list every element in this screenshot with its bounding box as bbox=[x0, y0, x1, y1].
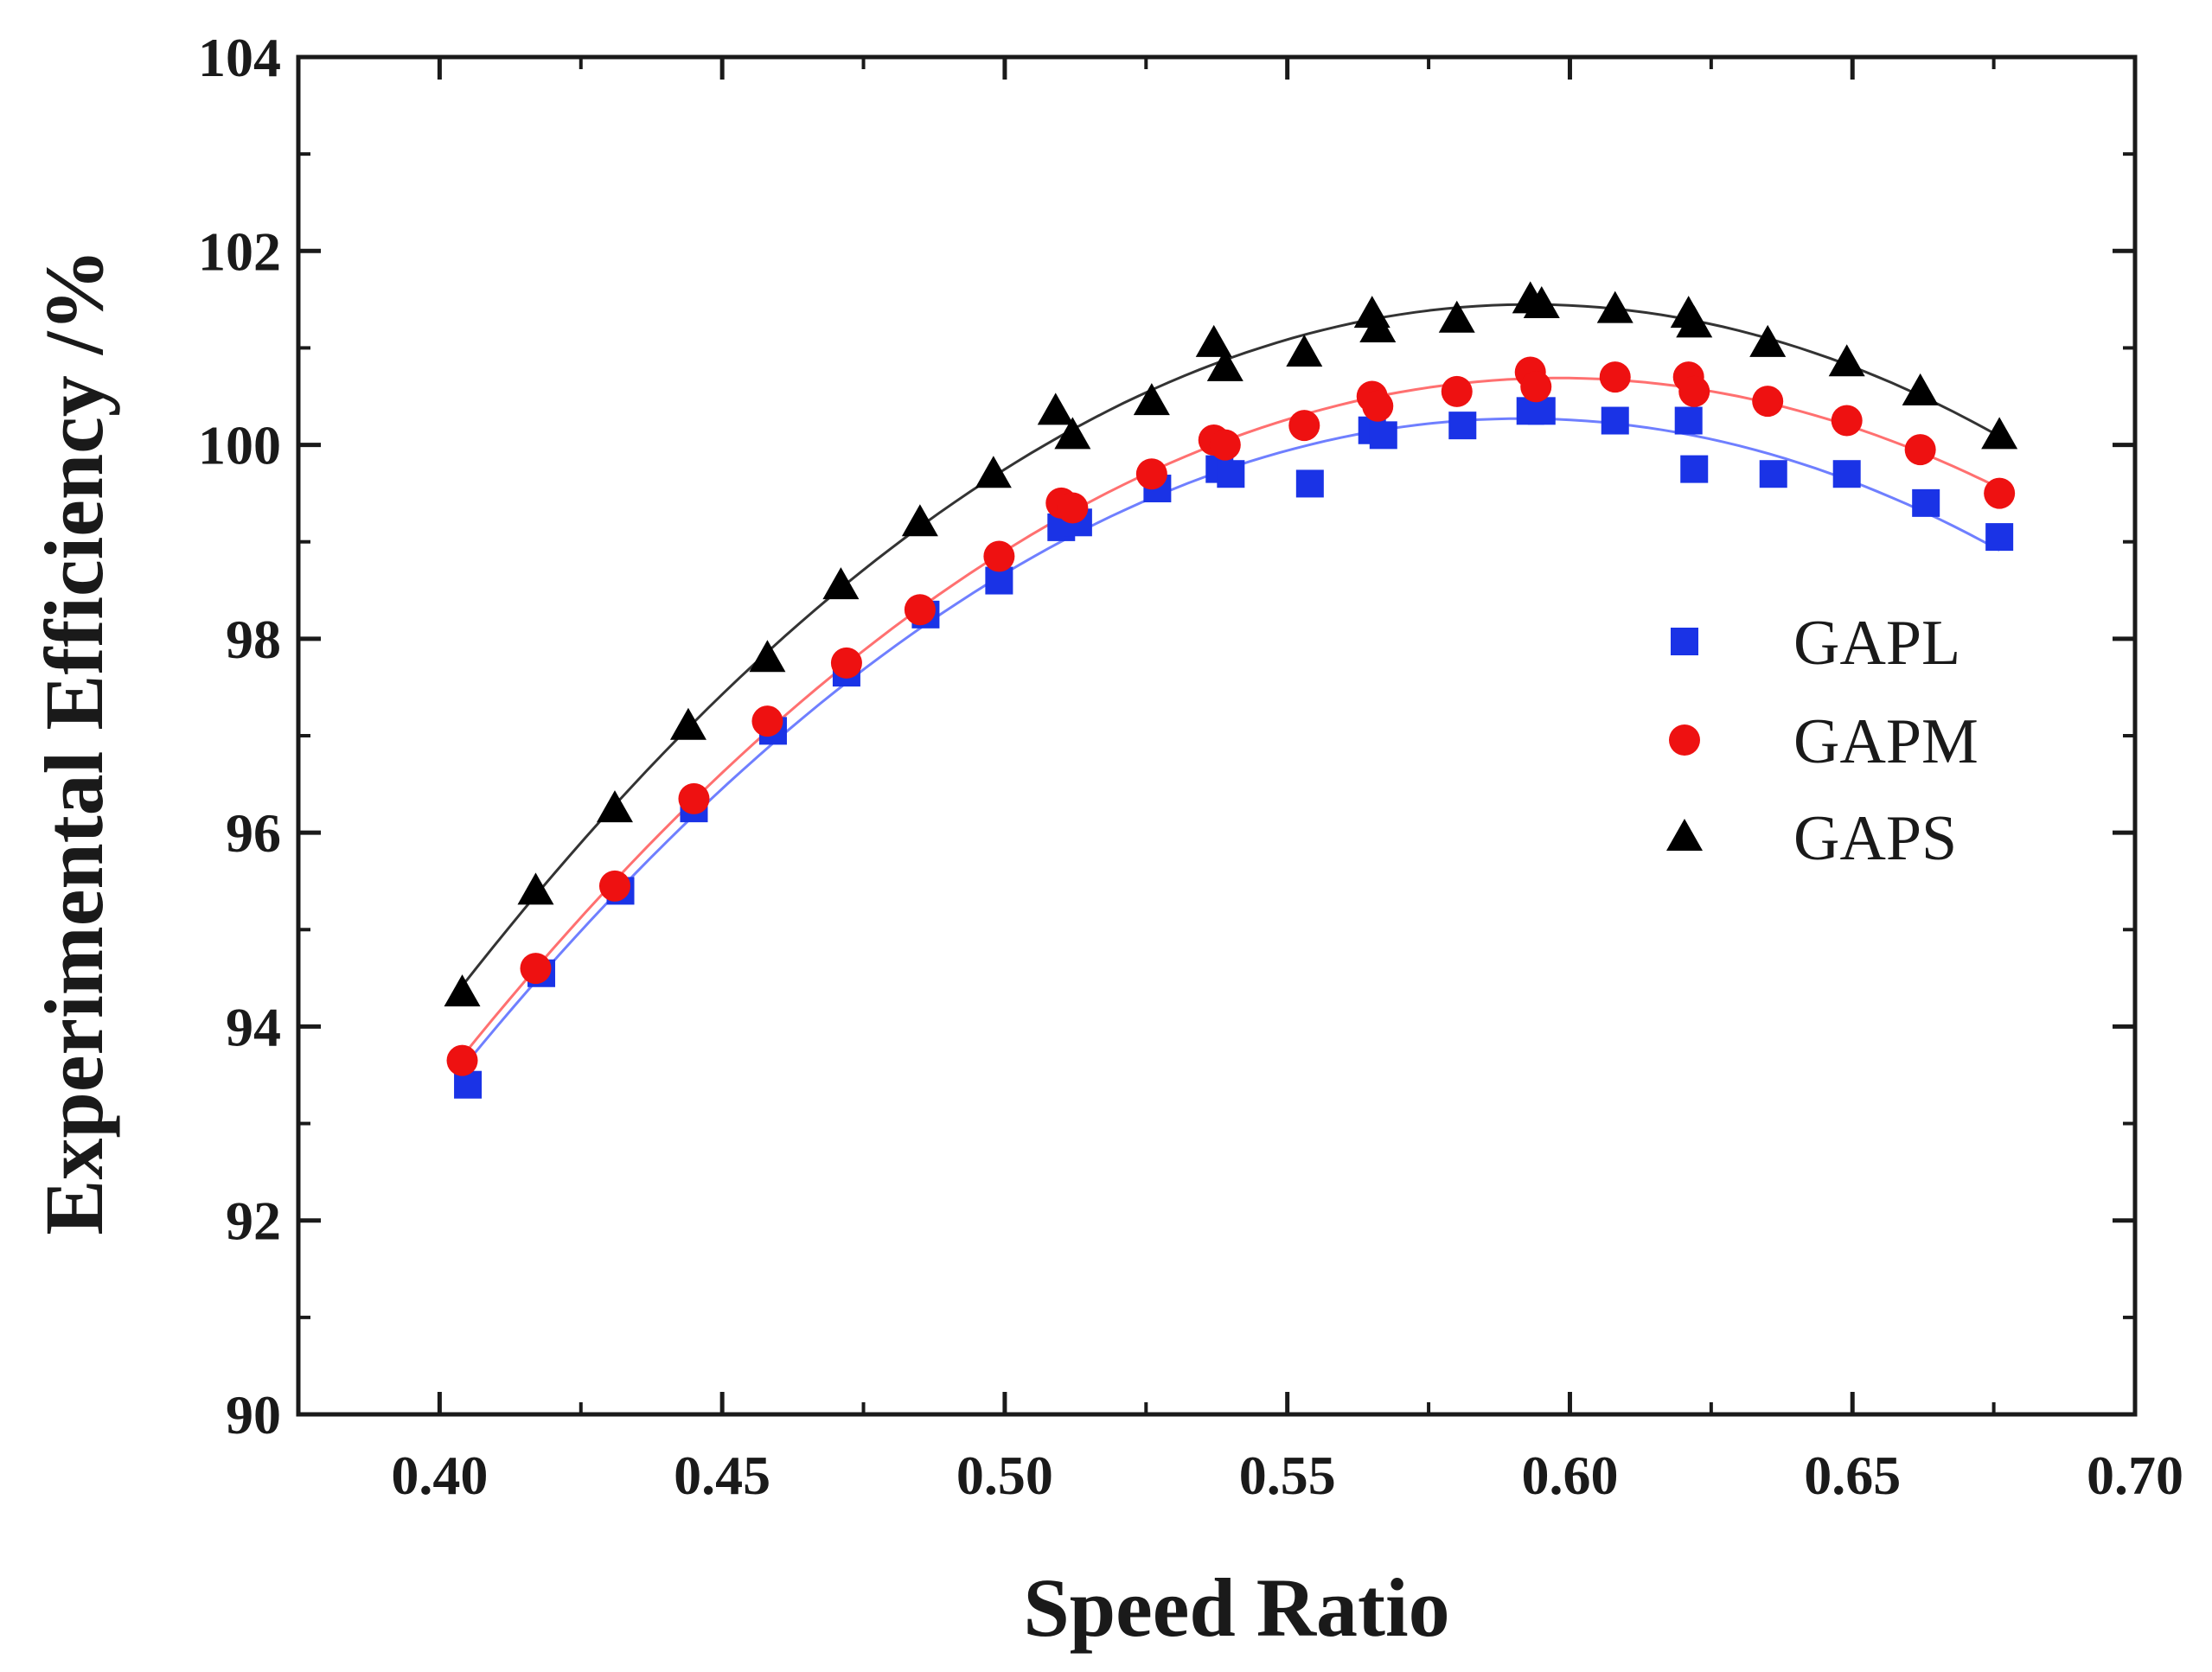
data-point-gaps bbox=[975, 456, 1012, 488]
data-point-gaps bbox=[1676, 305, 1713, 338]
data-point-gaps bbox=[822, 567, 860, 600]
data-point-gapm bbox=[1904, 434, 1936, 466]
data-point-gapl bbox=[1448, 412, 1477, 440]
y-tick-label: 96 bbox=[226, 802, 281, 864]
y-tick-label: 94 bbox=[226, 996, 281, 1057]
data-point-gaps bbox=[1054, 417, 1091, 450]
data-point-gapm bbox=[520, 953, 552, 985]
data-point-gapm bbox=[830, 647, 862, 679]
fit-lines bbox=[461, 303, 2000, 1063]
x-tick-label: 0.60 bbox=[1521, 1445, 1618, 1506]
data-point-gaps bbox=[1902, 373, 1939, 405]
data-point-gapm bbox=[1678, 375, 1710, 407]
legend-label-gaps: GAPS bbox=[1793, 803, 1957, 874]
data-point-gapm bbox=[1209, 429, 1241, 461]
data-point-gapl bbox=[1295, 469, 1324, 498]
y-tick-label: 102 bbox=[198, 220, 281, 282]
legend-label-gapl: GAPL bbox=[1793, 608, 1960, 679]
data-point-gaps bbox=[1749, 324, 1787, 357]
data-point-gapm bbox=[1057, 492, 1089, 524]
data-point-gapm bbox=[1599, 361, 1631, 393]
data-point-gapm bbox=[751, 705, 783, 737]
legend: GAPL GAPM GAPS bbox=[1666, 608, 1979, 874]
data-point-gapm bbox=[446, 1044, 478, 1076]
y-tick-label: 90 bbox=[226, 1384, 281, 1445]
data-point-gapl bbox=[1680, 455, 1709, 483]
data-point-gapm bbox=[983, 540, 1015, 572]
fit-line-gaps bbox=[461, 303, 2000, 987]
legend-marker-gapm bbox=[1669, 724, 1700, 756]
x-tick-label: 0.70 bbox=[2087, 1445, 2183, 1506]
x-tick-label: 0.65 bbox=[1804, 1445, 1901, 1506]
data-point-gaps bbox=[901, 504, 938, 537]
data-point-gaps bbox=[1206, 348, 1243, 381]
data-point-gaps bbox=[1596, 290, 1633, 323]
x-tick-label: 0.45 bbox=[674, 1445, 770, 1506]
data-point-gaps bbox=[749, 640, 786, 673]
data-point-gaps bbox=[1523, 285, 1560, 318]
data-point-gaps bbox=[444, 974, 481, 1007]
x-tick-label: 0.50 bbox=[956, 1445, 1053, 1506]
data-point-gaps bbox=[1133, 383, 1170, 416]
data-point-gaps bbox=[1286, 335, 1323, 367]
data-point-gapm bbox=[1752, 386, 1784, 418]
data-point-gapl bbox=[1601, 406, 1629, 435]
data-point-gapm bbox=[1288, 410, 1320, 442]
data-point-gapl bbox=[1912, 488, 1940, 517]
data-point-gaps bbox=[596, 790, 633, 823]
data-point-gaps bbox=[1828, 344, 1865, 377]
x-axis-ticks: 0.40 0.45 0.50 0.55 0.60 0.65 0.70 bbox=[297, 57, 2183, 1506]
data-point-gaps bbox=[1195, 324, 1232, 357]
data-point-gaps bbox=[669, 707, 706, 740]
data-point-gapl bbox=[1985, 523, 2014, 552]
data-point-gapm bbox=[1362, 390, 1394, 422]
data-point-gapl bbox=[1369, 421, 1397, 450]
fit-line-gapl bbox=[466, 417, 2000, 1063]
data-point-gapm bbox=[1135, 458, 1167, 490]
x-axis-title: Speed Ratio bbox=[1023, 1561, 1449, 1654]
y-tick-label: 104 bbox=[198, 27, 281, 88]
data-point-gapm bbox=[1520, 371, 1552, 403]
data-point-gapl bbox=[1674, 406, 1703, 435]
y-axis-title: Experimental Efficiency /% bbox=[28, 248, 120, 1235]
data-point-gaps bbox=[1438, 300, 1475, 333]
data-point-gapm bbox=[1441, 375, 1473, 407]
data-point-gapm bbox=[1984, 477, 2016, 509]
data-point-gaps bbox=[1037, 392, 1074, 425]
data-point-gaps bbox=[517, 872, 554, 905]
legend-label-gapm: GAPM bbox=[1793, 706, 1979, 777]
x-tick-label: 0.55 bbox=[1239, 1445, 1336, 1506]
data-point-gaps bbox=[1359, 310, 1397, 342]
data-point-gapl bbox=[1759, 460, 1787, 488]
data-point-gapm bbox=[904, 594, 936, 626]
x-tick-label: 0.40 bbox=[391, 1445, 488, 1506]
data-markers bbox=[444, 281, 2018, 1099]
y-tick-label: 98 bbox=[226, 609, 281, 670]
y-axis-ticks: 90 92 94 96 98 100 102 104 bbox=[198, 27, 2135, 1445]
data-point-gapm bbox=[678, 782, 710, 814]
legend-marker-gapl bbox=[1671, 628, 1698, 655]
y-tick-label: 92 bbox=[226, 1190, 281, 1252]
data-point-gapl bbox=[1832, 460, 1861, 488]
y-tick-label: 100 bbox=[198, 415, 281, 476]
data-point-gapm bbox=[1831, 405, 1863, 437]
data-point-gapl bbox=[1217, 460, 1245, 488]
data-point-gaps bbox=[1981, 417, 2018, 450]
data-point-gapm bbox=[598, 870, 630, 902]
legend-marker-gaps bbox=[1666, 819, 1703, 851]
